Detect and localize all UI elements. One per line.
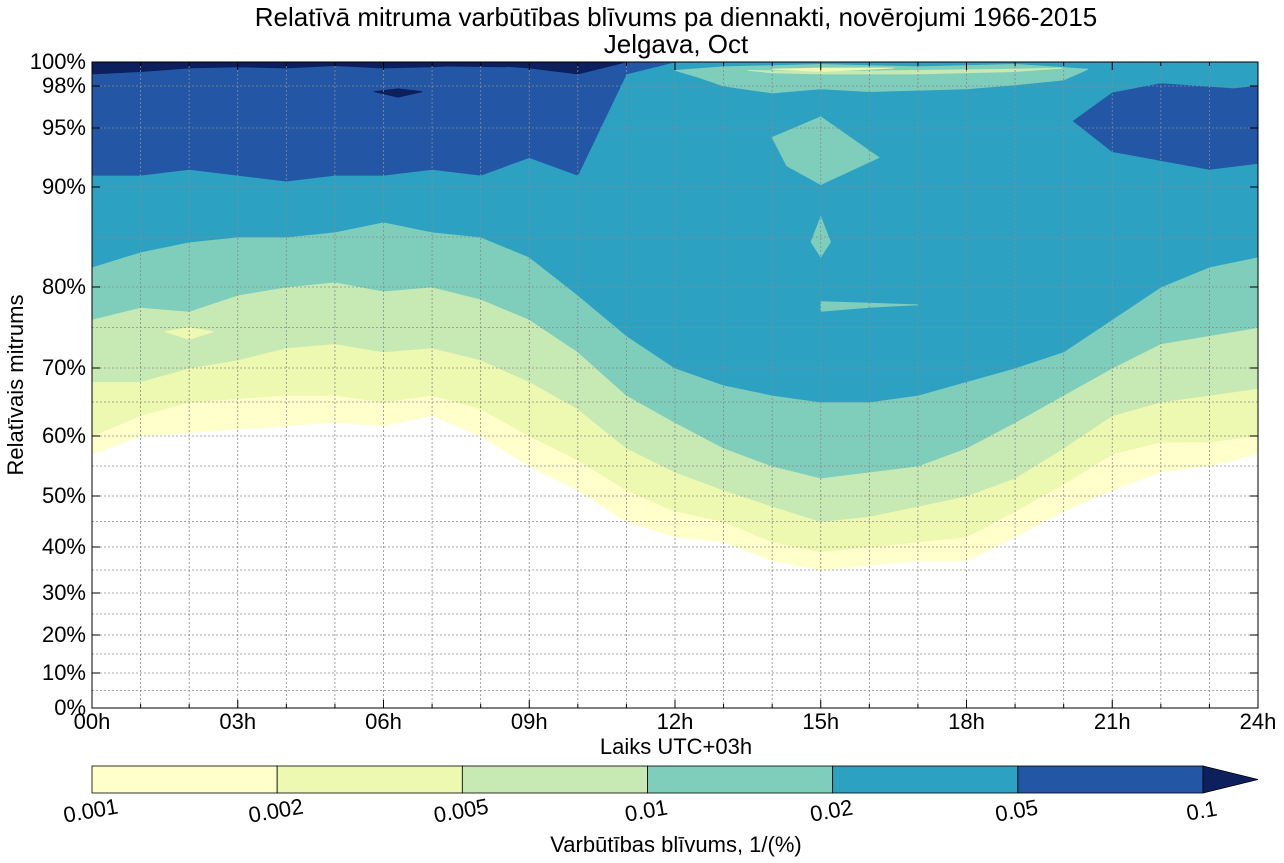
colorbar-tick-label: 0.02 (808, 795, 855, 827)
y-tick-label: 50% (42, 483, 86, 508)
y-axis-label: Relatīvais mitrums (3, 295, 28, 476)
chart-subtitle: Jelgava, Oct (604, 29, 749, 59)
colorbar-tick-label: 0.05 (993, 795, 1040, 827)
y-tick-label: 20% (42, 622, 86, 647)
x-tick-label: 24h (1240, 709, 1277, 734)
colorbar-label: Varbūtības blīvums, 1/(%) (550, 832, 801, 857)
colorbar-extend-max (1202, 765, 1259, 794)
colorbar-tick-label: 0.001 (61, 794, 120, 828)
x-axis: 00h 03h 06h 09h 12h 15h 18h 21h 24h (74, 62, 1277, 734)
colorbar-tick-label: 0.002 (247, 794, 306, 828)
y-tick-label: 0% (54, 695, 86, 720)
y-tick-label: 60% (42, 423, 86, 448)
colorbar-swatch-0.001 (91, 765, 278, 794)
x-tick-label: 21h (1094, 709, 1131, 734)
colorbar-tick-label: 0.01 (623, 795, 670, 827)
y-tick-label: 98% (42, 73, 86, 98)
y-tick-label: 95% (42, 115, 86, 140)
contour-island-0.002 (772, 67, 894, 73)
x-tick-label: 09h (511, 709, 548, 734)
colorbar-swatch-0.05 (1017, 765, 1204, 794)
y-tick-label: 10% (42, 660, 86, 685)
colorbar-swatch-0.005 (461, 765, 648, 794)
y-tick-label: 80% (42, 274, 86, 299)
x-tick-label: 12h (657, 709, 694, 734)
colorbar: 0.001 0.002 0.005 0.01 0.02 0.05 0.1 (61, 765, 1259, 828)
y-tick-label: 70% (42, 355, 86, 380)
x-tick-label: 06h (365, 709, 402, 734)
x-axis-label: Laiks UTC+03h (600, 734, 752, 759)
y-tick-label: 100% (30, 49, 86, 74)
colorbar-swatch-0.01 (647, 765, 834, 794)
contour-island-0.01 (771, 116, 880, 186)
y-tick-label: 40% (42, 534, 86, 559)
y-axis: 0% 10% 20% 30% 40% 50% 60% 70% 80% 90% 95% 98%100% (30, 49, 1258, 720)
x-tick-label: 00h (74, 709, 111, 734)
colorbar-swatch-0.02 (832, 765, 1019, 794)
x-tick-label: 18h (948, 709, 985, 734)
contour-island-0.1 (373, 88, 423, 98)
contour-island-0.002 (164, 327, 214, 341)
colorbar-tick-label: 0.005 (432, 794, 491, 828)
y-tick-label: 90% (42, 174, 86, 199)
colorbar-swatch-0.002 (276, 765, 463, 794)
x-tick-label: 03h (219, 709, 256, 734)
contour-island-0.1 (213, 62, 530, 68)
chart-title: Relatīvā mitruma varbūtības blīvums pa d… (255, 2, 1098, 32)
colorbar-tick-label: 0.1 (1184, 796, 1218, 826)
x-tick-label: 15h (802, 709, 839, 734)
y-tick-label: 30% (42, 580, 86, 605)
